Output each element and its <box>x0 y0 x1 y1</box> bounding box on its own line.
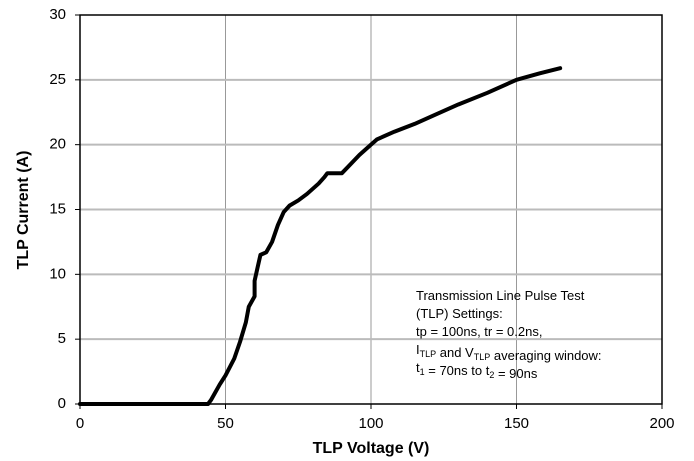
x-tick-label: 200 <box>649 415 674 432</box>
y-tick-label: 20 <box>49 136 66 153</box>
y-tick-label: 25 <box>49 71 66 88</box>
y-axis-title: TLP Current (A) <box>15 151 32 270</box>
plot-frame <box>79 14 663 405</box>
annotation-text: (TLP) Settings: <box>416 306 503 321</box>
y-tick-label: 5 <box>58 330 66 347</box>
y-tick-label: 30 <box>49 6 66 23</box>
annotation-text: = 90ns <box>494 366 538 381</box>
annotation-line: tp = 100ns, tr = 0.2ns, <box>416 324 542 339</box>
annotation-text: = 70ns to t <box>425 363 490 378</box>
annotation-text: and V <box>436 345 474 360</box>
x-axis-title: TLP Voltage (V) <box>313 440 430 457</box>
data-line <box>78 66 563 406</box>
subscript: 2 <box>489 370 494 380</box>
annotation-line: ITLP and VTLP averaging window: <box>416 342 602 363</box>
y-tick-label: 15 <box>49 200 66 217</box>
annotation-text: t <box>416 360 420 375</box>
annotation-line: t1 = 70ns to t2 = 90ns <box>416 360 538 381</box>
annotation-text: I <box>416 342 420 357</box>
x-tick-label: 0 <box>76 415 84 432</box>
annotation-text: Transmission Line Pulse Test <box>416 288 585 303</box>
annotation-line: (TLP) Settings: <box>416 306 503 321</box>
annotation-text: tp = 100ns, tr = 0.2ns, <box>416 324 542 339</box>
annotation-line: Transmission Line Pulse Test <box>416 288 585 303</box>
x-tick-label: 100 <box>358 415 383 432</box>
subscript: TLP <box>420 349 437 359</box>
y-tick-label: 0 <box>58 395 66 412</box>
y-tick-label: 10 <box>49 265 66 282</box>
subscript: TLP <box>474 352 491 362</box>
x-tick-label: 150 <box>504 415 529 432</box>
x-tick-label: 50 <box>217 415 234 432</box>
annotation-text: averaging window: <box>490 348 601 363</box>
subscript: 1 <box>420 367 425 377</box>
